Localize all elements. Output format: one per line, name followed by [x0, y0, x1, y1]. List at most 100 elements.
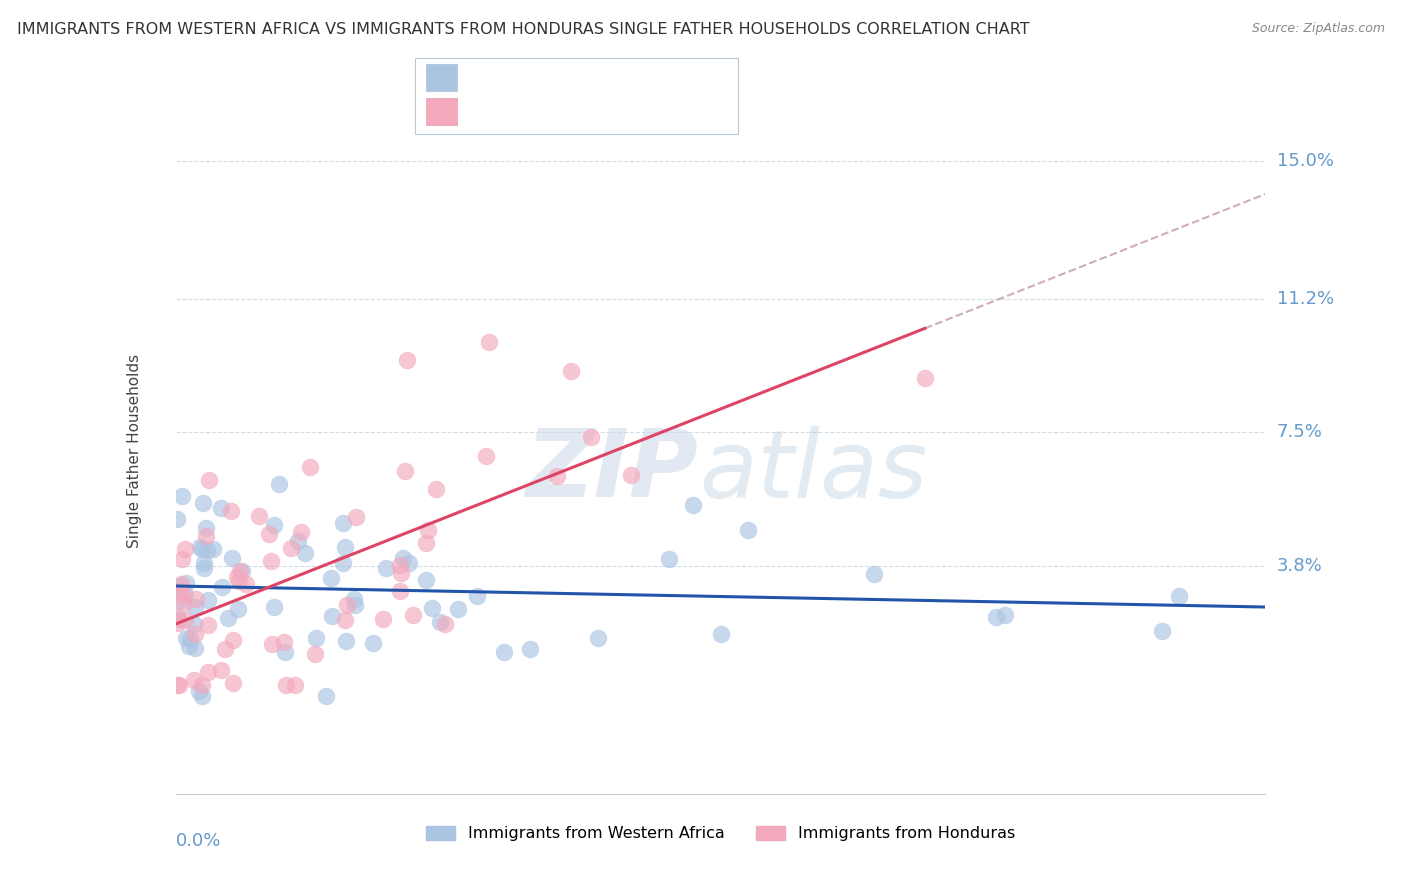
Point [195, 521, 218, 535]
Point [415, 536, 437, 550]
Point [1168, 590, 1191, 604]
Point [177, 640, 200, 654]
Point [257, 527, 280, 541]
Point [193, 556, 215, 570]
Point [425, 482, 447, 496]
Point [287, 534, 309, 549]
Point [274, 678, 297, 692]
Point [392, 550, 415, 565]
Text: 3.8%: 3.8% [1277, 558, 1322, 575]
Text: -0.021: -0.021 [505, 69, 564, 87]
Point [560, 364, 582, 378]
Point [183, 617, 205, 632]
Point [994, 607, 1017, 622]
Point [195, 529, 218, 543]
Point [375, 561, 398, 575]
Point [398, 556, 420, 570]
Point [389, 566, 412, 580]
Point [465, 589, 488, 603]
Point [321, 608, 343, 623]
Text: N =: N = [571, 103, 619, 120]
Point [169, 583, 191, 598]
Point [478, 334, 501, 349]
Text: 15.0%: 15.0% [1277, 153, 1333, 170]
Text: N =: N = [571, 69, 619, 87]
Point [321, 572, 343, 586]
Text: 67: 67 [613, 69, 636, 87]
Point [170, 577, 193, 591]
Point [229, 564, 252, 578]
Point [165, 610, 187, 624]
Point [260, 554, 283, 568]
Point [193, 561, 215, 575]
Point [173, 596, 195, 610]
Point [1150, 624, 1173, 639]
Point [519, 642, 541, 657]
Point [228, 574, 250, 588]
Point [284, 678, 307, 692]
Point [247, 508, 270, 523]
Point [620, 468, 643, 483]
Point [333, 613, 356, 627]
Point [389, 583, 412, 598]
Point [167, 612, 190, 626]
Point [195, 543, 218, 558]
Point [474, 449, 496, 463]
Text: atlas: atlas [699, 425, 927, 516]
Point [298, 459, 321, 474]
Point [344, 599, 367, 613]
Text: R =: R = [465, 103, 502, 120]
Point [221, 551, 243, 566]
Point [197, 665, 219, 680]
Point [186, 592, 208, 607]
Point [184, 599, 207, 614]
Point [174, 586, 197, 600]
Point [231, 564, 253, 578]
Point [188, 540, 211, 554]
Point [202, 541, 225, 556]
Point [235, 577, 257, 591]
Point [191, 690, 214, 704]
Point [214, 642, 236, 657]
Point [190, 542, 212, 557]
Point [984, 610, 1007, 624]
Point [221, 504, 243, 518]
Point [290, 525, 312, 540]
Text: IMMIGRANTS FROM WESTERN AFRICA VS IMMIGRANTS FROM HONDURAS SINGLE FATHER HOUSEHO: IMMIGRANTS FROM WESTERN AFRICA VS IMMIGR… [17, 22, 1029, 37]
Point [332, 516, 354, 531]
Point [361, 636, 384, 650]
Point [183, 673, 205, 687]
Text: ZIP: ZIP [526, 425, 699, 517]
Point [263, 517, 285, 532]
Text: Single Father Households: Single Father Households [127, 353, 142, 548]
Point [170, 587, 193, 601]
Point [344, 510, 367, 524]
Point [394, 464, 416, 478]
Point [342, 592, 364, 607]
Text: Source: ZipAtlas.com: Source: ZipAtlas.com [1251, 22, 1385, 36]
Point [305, 631, 328, 645]
Point [167, 593, 190, 607]
Point [586, 632, 609, 646]
Point [737, 523, 759, 537]
Point [420, 601, 443, 615]
Point [447, 602, 470, 616]
Point [170, 489, 193, 503]
Text: R =: R = [465, 69, 502, 87]
Point [274, 644, 297, 658]
Point [167, 678, 190, 692]
Point [222, 633, 245, 648]
Point [166, 511, 188, 525]
Point [546, 469, 568, 483]
Point [226, 570, 249, 584]
Point [193, 496, 215, 510]
Point [262, 637, 284, 651]
Point [416, 523, 439, 537]
Point [263, 599, 285, 614]
Point [188, 683, 211, 698]
Point [166, 678, 188, 692]
Point [211, 580, 233, 594]
Point [197, 592, 219, 607]
Point [863, 567, 886, 582]
Point [434, 617, 457, 632]
